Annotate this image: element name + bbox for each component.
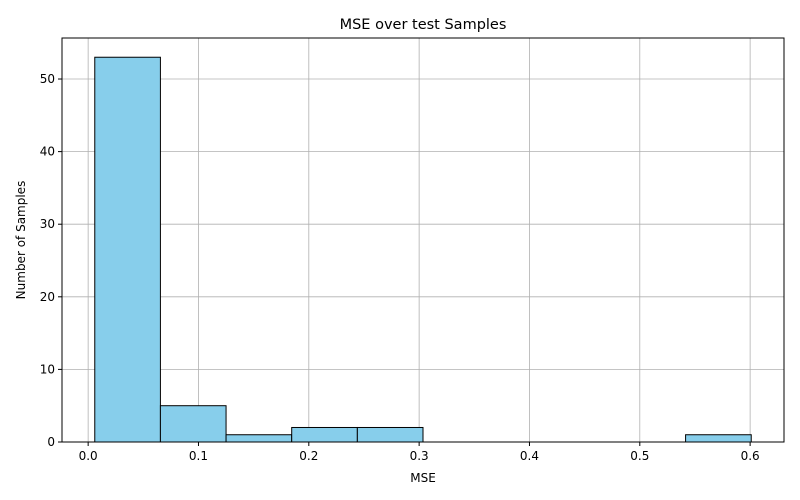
histogram-bar: [159, 405, 227, 443]
y-tick-label: 20: [40, 290, 55, 304]
x-tick-label: 0.4: [520, 449, 539, 463]
x-tick-label: 0.1: [189, 449, 208, 463]
y-tick-label: 40: [40, 145, 55, 159]
y-tick-label: 50: [40, 72, 55, 86]
histogram-bar: [291, 426, 358, 443]
y-tick-label: 30: [40, 217, 55, 231]
x-tick-label: 0.6: [741, 449, 760, 463]
histogram-bar: [225, 434, 293, 443]
chart-title: MSE over test Samples: [340, 17, 507, 33]
x-tick-label: 0.5: [630, 449, 649, 463]
y-tick-label: 0: [47, 435, 55, 449]
x-tick-label: 0.2: [299, 449, 318, 463]
plot-area-frame: [61, 37, 785, 443]
x-axis-title: MSE: [410, 471, 436, 485]
x-axis-ticks: 0.0 0.1 0.2 0.3 0.4 0.5 0.6: [79, 442, 760, 463]
y-axis-title: Number of Samples: [14, 181, 28, 300]
grid-lines: [62, 38, 784, 443]
histogram-bar: [94, 56, 161, 443]
x-tick-label: 0.3: [410, 449, 429, 463]
y-tick-label: 10: [40, 362, 55, 376]
histogram-bar: [685, 434, 752, 443]
y-axis-ticks: 0 10 20 30 40 50: [40, 72, 62, 449]
x-tick-label: 0.0: [79, 449, 98, 463]
histogram-bars: [94, 56, 752, 443]
histogram-bar: [356, 426, 424, 443]
